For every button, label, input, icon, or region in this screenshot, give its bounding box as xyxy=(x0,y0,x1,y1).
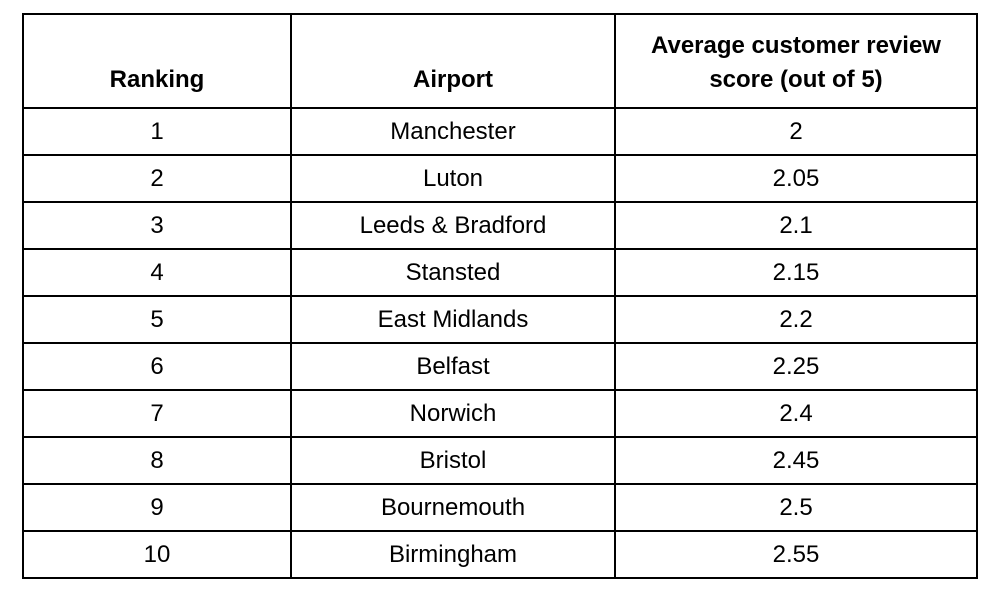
score-cell: 2.4 xyxy=(614,389,978,438)
score-cell: 2.45 xyxy=(614,436,978,485)
ranking-cell: 5 xyxy=(22,295,292,344)
header-airport: Airport xyxy=(290,13,616,109)
score-cell: 2.2 xyxy=(614,295,978,344)
score-cell: 2.5 xyxy=(614,483,978,532)
table-row: 6 Belfast 2.25 xyxy=(22,342,978,391)
ranking-cell: 1 xyxy=(22,107,292,156)
score-cell: 2.25 xyxy=(614,342,978,391)
score-cell: 2.1 xyxy=(614,201,978,250)
airport-ranking-table: Ranking Airport Average customer review … xyxy=(22,13,978,579)
ranking-cell: 7 xyxy=(22,389,292,438)
airport-cell: Bournemouth xyxy=(290,483,616,532)
airport-cell: Bristol xyxy=(290,436,616,485)
score-cell: 2.55 xyxy=(614,530,978,579)
ranking-cell: 3 xyxy=(22,201,292,250)
score-cell: 2 xyxy=(614,107,978,156)
header-row: Ranking Airport Average customer review … xyxy=(22,13,978,109)
ranking-cell: 4 xyxy=(22,248,292,297)
table-row: 4 Stansted 2.15 xyxy=(22,248,978,297)
table-row: 3 Leeds & Bradford 2.1 xyxy=(22,201,978,250)
ranking-cell: 8 xyxy=(22,436,292,485)
airport-cell: Belfast xyxy=(290,342,616,391)
airport-cell: Manchester xyxy=(290,107,616,156)
table-row: 9 Bournemouth 2.5 xyxy=(22,483,978,532)
airport-cell: Stansted xyxy=(290,248,616,297)
airport-cell: East Midlands xyxy=(290,295,616,344)
table-row: 1 Manchester 2 xyxy=(22,107,978,156)
header-ranking: Ranking xyxy=(22,13,292,109)
score-cell: 2.15 xyxy=(614,248,978,297)
table-header: Ranking Airport Average customer review … xyxy=(22,13,978,109)
table-row: 10 Birmingham 2.55 xyxy=(22,530,978,579)
ranking-cell: 6 xyxy=(22,342,292,391)
table-row: 7 Norwich 2.4 xyxy=(22,389,978,438)
ranking-cell: 10 xyxy=(22,530,292,579)
header-score: Average customer review score (out of 5) xyxy=(614,13,978,109)
table-row: 2 Luton 2.05 xyxy=(22,154,978,203)
table-row: 5 East Midlands 2.2 xyxy=(22,295,978,344)
table-body: 1 Manchester 2 2 Luton 2.05 3 Leeds & Br… xyxy=(22,107,978,579)
airport-cell: Norwich xyxy=(290,389,616,438)
score-cell: 2.05 xyxy=(614,154,978,203)
table-row: 8 Bristol 2.45 xyxy=(22,436,978,485)
ranking-cell: 9 xyxy=(22,483,292,532)
airport-cell: Luton xyxy=(290,154,616,203)
airport-cell: Leeds & Bradford xyxy=(290,201,616,250)
airport-cell: Birmingham xyxy=(290,530,616,579)
ranking-cell: 2 xyxy=(22,154,292,203)
